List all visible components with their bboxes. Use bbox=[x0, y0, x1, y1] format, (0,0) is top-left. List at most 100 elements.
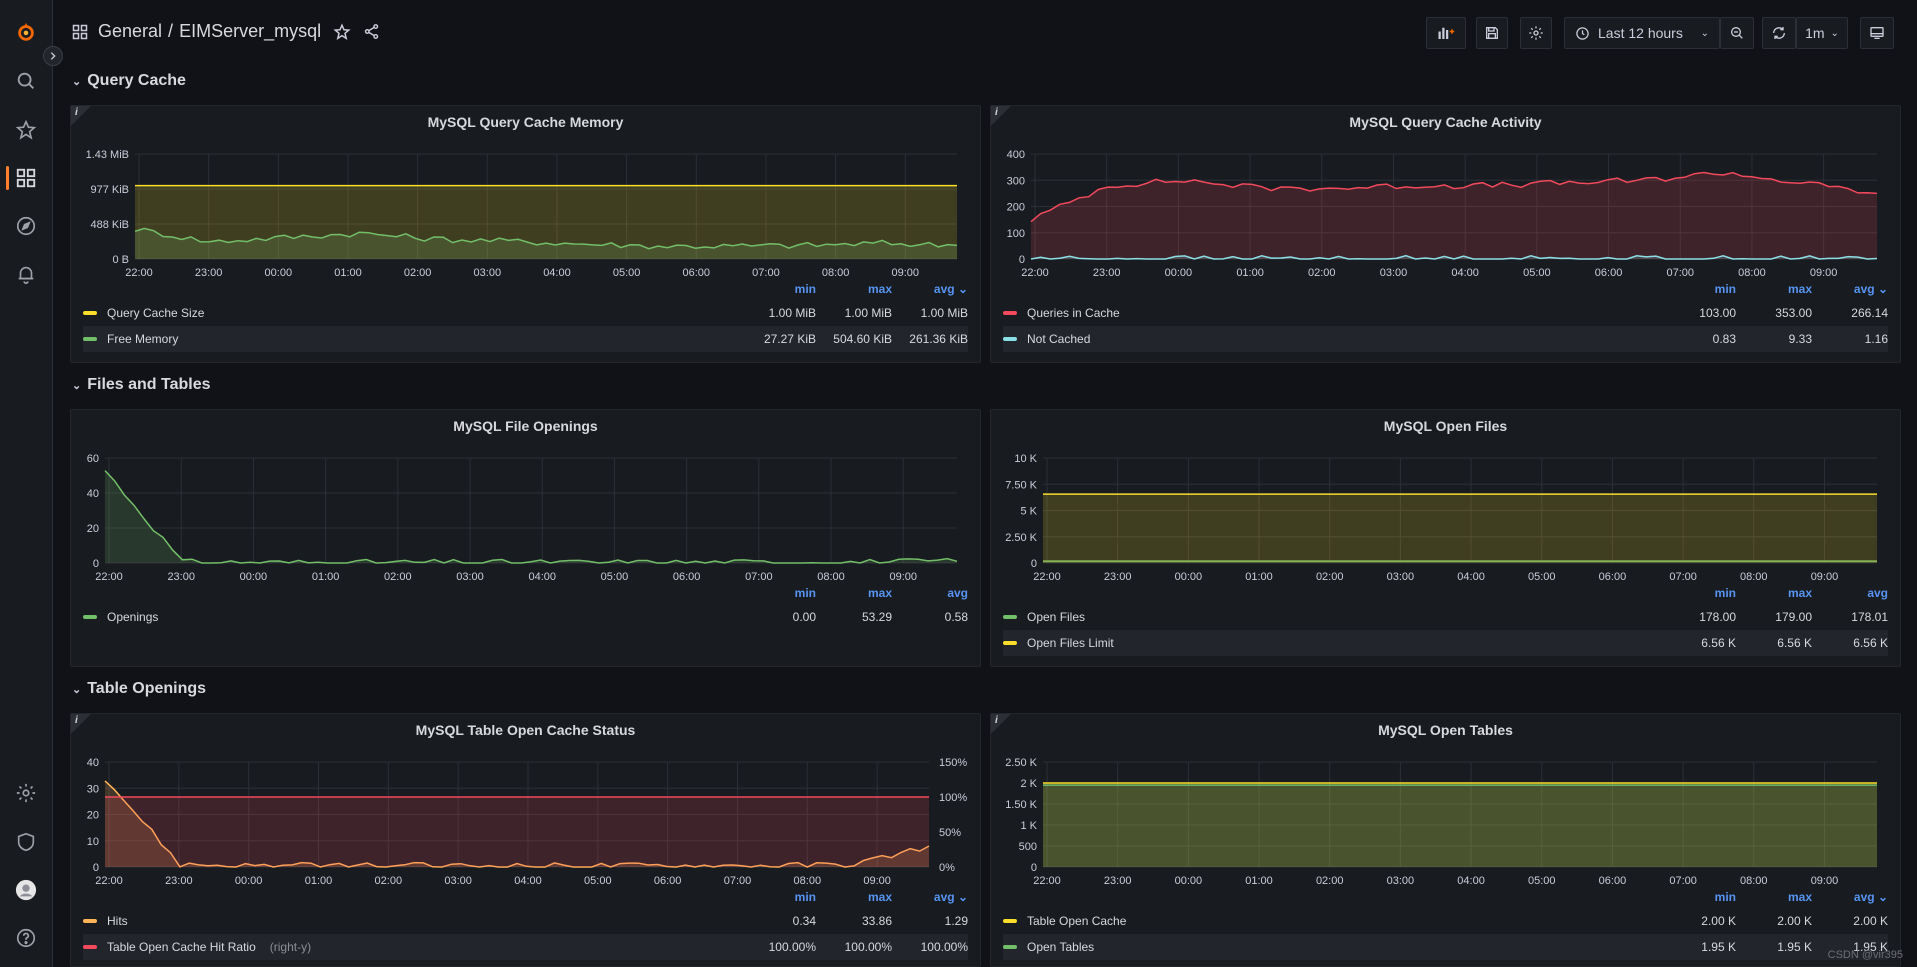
legend-column-min[interactable]: min bbox=[740, 586, 816, 600]
zoom-out-button[interactable] bbox=[1720, 17, 1754, 49]
star-dashboard-icon[interactable] bbox=[333, 22, 351, 41]
legend-row-open-tables[interactable]: Open Tables 1.95 K 1.95 K 1.95 K bbox=[1003, 934, 1888, 960]
panel-mysql-open-tables[interactable]: i MySQL Open Tables 0 500 1 K 1.50 K 2 K 2.50 K… bbox=[990, 713, 1901, 967]
legend-column-avg[interactable]: avg ⌄ bbox=[1812, 282, 1888, 296]
series-line-hits[interactable] bbox=[104, 780, 930, 868]
panel-mysql-query-cache-memory[interactable]: i MySQL Query Cache Memory 0 B 488 KiB 977 K… bbox=[70, 105, 981, 363]
legend-series-name[interactable]: Hits bbox=[83, 914, 740, 928]
server-admin-shield-icon[interactable] bbox=[12, 828, 40, 856]
chart-area[interactable]: 0 500 1 K 1.50 K 2 K 2.50 K 22:00 23:00 00:00 01:… bbox=[991, 714, 1902, 884]
breadcrumb-dashboard[interactable]: EIMServer_mysql bbox=[179, 21, 322, 41]
legend-row-open-files-limit[interactable]: Open Files Limit 6.56 K 6.56 K 6.56 K bbox=[1003, 630, 1888, 656]
legend-row-queries-in-cache[interactable]: Queries in Cache 103.00 353.00 266.14 bbox=[1003, 300, 1888, 326]
chart-area[interactable]: 0 2.50 K 5 K 7.50 K 10 K 22:00 23:00 00:00 01:00… bbox=[991, 410, 1902, 580]
legend-color-swatch[interactable] bbox=[83, 337, 97, 341]
legend-row-query-cache-size[interactable]: Query Cache Size 1.00 MiB 1.00 MiB 1.00 MiB bbox=[83, 300, 968, 326]
panel-info-corner[interactable] bbox=[991, 106, 1011, 126]
legend-color-swatch[interactable] bbox=[1003, 641, 1017, 645]
legend-column-max[interactable]: max bbox=[816, 890, 892, 904]
panel-info-corner[interactable] bbox=[991, 714, 1011, 734]
dashboards-icon[interactable] bbox=[12, 164, 40, 192]
row-header-table-openings[interactable]: ⌄ Table Openings bbox=[72, 680, 206, 698]
panel-title[interactable]: MySQL Query Cache Activity bbox=[1349, 114, 1542, 130]
info-icon[interactable]: i bbox=[995, 715, 998, 726]
legend-series-name[interactable]: Queries in Cache bbox=[1003, 306, 1660, 320]
legend-color-swatch[interactable] bbox=[1003, 945, 1017, 949]
legend-series-name[interactable]: Open Files Limit bbox=[1003, 636, 1660, 650]
series-line-queries-in-cache[interactable] bbox=[1030, 171, 1878, 223]
expand-menu-button[interactable] bbox=[43, 46, 63, 66]
legend-color-swatch[interactable] bbox=[83, 615, 97, 619]
legend-color-swatch[interactable] bbox=[1003, 919, 1017, 923]
grafana-logo-icon[interactable] bbox=[12, 18, 40, 46]
refresh-interval-picker[interactable]: 1m ⌄ bbox=[1796, 17, 1848, 49]
legend-column-min[interactable]: min bbox=[1660, 586, 1736, 600]
series-line-free-memory[interactable] bbox=[134, 227, 958, 250]
chart-area[interactable]: 0 100 200 300 400 22:00 23:00 00:00 01:00 02:00 03… bbox=[991, 106, 1902, 276]
legend-column-min[interactable]: min bbox=[740, 890, 816, 904]
legend-column-avg[interactable]: avg ⌄ bbox=[892, 282, 968, 296]
legend-column-max[interactable]: max bbox=[816, 282, 892, 296]
breadcrumb-folder[interactable]: General bbox=[98, 21, 163, 41]
legend-column-min[interactable]: min bbox=[1660, 890, 1736, 904]
panel-info-corner[interactable] bbox=[71, 714, 91, 734]
panel-mysql-open-files[interactable]: MySQL Open Files 0 2.50 K 5 K 7.50 K 10 K 22:0… bbox=[990, 409, 1901, 667]
panel-title[interactable]: MySQL Query Cache Memory bbox=[427, 114, 624, 130]
legend-series-name[interactable]: Free Memory bbox=[83, 332, 740, 346]
info-icon[interactable]: i bbox=[75, 107, 78, 118]
legend-column-avg[interactable]: avg ⌄ bbox=[892, 890, 968, 904]
legend-column-max[interactable]: max bbox=[1736, 282, 1812, 296]
chart-area[interactable]: 0 20 40 60 22:00 23:00 00:00 01:00 02:00 03:00 04:… bbox=[71, 410, 982, 580]
panel-mysql-table-open-cache-status[interactable]: i MySQL Table Open Cache Status 0 10 20 30 40 0… bbox=[70, 713, 981, 967]
panel-mysql-file-openings[interactable]: MySQL File Openings 0 20 40 60 22:00 23:00 00:0… bbox=[70, 409, 981, 667]
tv-mode-button[interactable] bbox=[1860, 17, 1894, 49]
legend-column-avg[interactable]: avg bbox=[892, 586, 968, 600]
search-icon[interactable] bbox=[12, 67, 40, 95]
legend-series-name[interactable]: Open Files bbox=[1003, 610, 1660, 624]
legend-color-swatch[interactable] bbox=[1003, 337, 1017, 341]
share-dashboard-icon[interactable] bbox=[363, 23, 380, 40]
legend-color-swatch[interactable] bbox=[1003, 311, 1017, 315]
explore-icon[interactable] bbox=[12, 212, 40, 240]
panel-mysql-query-cache-activity[interactable]: i MySQL Query Cache Activity 0 100 200 300 400… bbox=[990, 105, 1901, 363]
row-header-query-cache[interactable]: ⌄ Query Cache bbox=[72, 72, 186, 90]
legend-color-swatch[interactable] bbox=[83, 919, 97, 923]
time-range-picker[interactable]: Last 12 hours ⌄ bbox=[1564, 17, 1720, 49]
user-avatar[interactable] bbox=[12, 876, 40, 904]
legend-row-free-memory[interactable]: Free Memory 27.27 KiB 504.60 KiB 261.36 KiB bbox=[83, 326, 968, 352]
legend-series-name[interactable]: Table Open Cache Hit Ratio (right-y) bbox=[83, 940, 740, 954]
legend-series-name[interactable]: Query Cache Size bbox=[83, 306, 740, 320]
chart-area[interactable]: 0 10 20 30 40 0% 50% 100% 150% 22:00 23:00 00:00 01:… bbox=[71, 714, 982, 884]
legend-series-name[interactable]: Openings bbox=[83, 610, 740, 624]
starred-icon[interactable] bbox=[12, 116, 40, 144]
chart-area[interactable]: 0 B 488 KiB 977 KiB 1.43 MiB 22:00 23:00 00:00… bbox=[71, 106, 982, 276]
panel-title[interactable]: MySQL Open Files bbox=[1383, 418, 1508, 434]
legend-row-hits[interactable]: Hits 0.34 33.86 1.29 bbox=[83, 908, 968, 934]
legend-color-swatch[interactable] bbox=[83, 945, 97, 949]
legend-column-max[interactable]: max bbox=[816, 586, 892, 600]
panel-title[interactable]: MySQL Table Open Cache Status bbox=[415, 722, 636, 738]
add-panel-button[interactable] bbox=[1426, 17, 1466, 49]
legend-column-avg[interactable]: avg bbox=[1812, 586, 1888, 600]
legend-column-avg[interactable]: avg ⌄ bbox=[1812, 890, 1888, 904]
legend-row-table-open-cache-hit-ratio[interactable]: Table Open Cache Hit Ratio (right-y) 100.0… bbox=[83, 934, 968, 960]
legend-row-open-files[interactable]: Open Files 178.00 179.00 178.01 bbox=[1003, 604, 1888, 630]
configuration-gear-icon[interactable] bbox=[12, 779, 40, 807]
series-line-not-cached[interactable] bbox=[1030, 254, 1878, 260]
legend-color-swatch[interactable] bbox=[1003, 615, 1017, 619]
series-line-openings[interactable] bbox=[104, 470, 958, 564]
legend-row-openings[interactable]: Openings 0.00 53.29 0.58 bbox=[83, 604, 968, 630]
legend-column-max[interactable]: max bbox=[1736, 890, 1812, 904]
save-dashboard-button[interactable] bbox=[1476, 17, 1508, 49]
refresh-button[interactable] bbox=[1762, 17, 1796, 49]
dashboard-settings-button[interactable] bbox=[1520, 17, 1552, 49]
panel-title[interactable]: MySQL File Openings bbox=[453, 418, 598, 434]
legend-color-swatch[interactable] bbox=[83, 311, 97, 315]
legend-row-table-open-cache[interactable]: Table Open Cache 2.00 K 2.00 K 2.00 K bbox=[1003, 908, 1888, 934]
info-icon[interactable]: i bbox=[995, 107, 998, 118]
legend-series-name[interactable]: Table Open Cache bbox=[1003, 914, 1660, 928]
help-icon[interactable] bbox=[12, 924, 40, 952]
panel-info-corner[interactable] bbox=[71, 106, 91, 126]
legend-column-max[interactable]: max bbox=[1736, 586, 1812, 600]
legend-row-not-cached[interactable]: Not Cached 0.83 9.33 1.16 bbox=[1003, 326, 1888, 352]
